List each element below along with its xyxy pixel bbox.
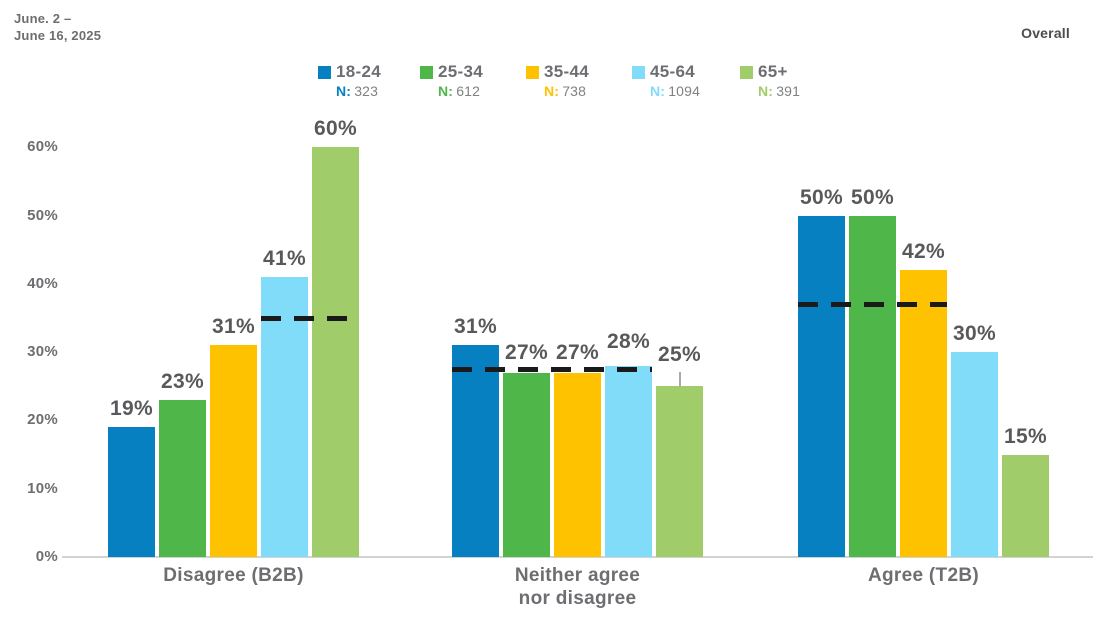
bar-35-44 (900, 270, 947, 557)
bar-25-34 (159, 399, 206, 557)
bar-35-44 (210, 345, 257, 557)
x-axis-category-label: Disagree (B2B) (94, 564, 374, 587)
legend-swatch-icon (318, 65, 331, 79)
legend-item: 18-24 N: 323 (318, 62, 381, 99)
x-axis-category-label-line: nor disagree (518, 588, 637, 609)
bar-25-34 (503, 372, 550, 557)
bar-value-label: 30% (953, 322, 996, 346)
bar-18-24 (108, 427, 155, 557)
bar-value-label: 27% (556, 340, 599, 364)
legend-item-row: 35-44 (526, 62, 589, 82)
y-axis-tick-label: 10% (27, 479, 58, 497)
bar-value-label: 28% (607, 329, 650, 353)
bar-value-label: 50% (800, 185, 843, 209)
legend-age-label: 65+ (758, 62, 788, 81)
bar-45-64 (605, 365, 652, 557)
legend-sample-size: N: 612 (438, 83, 483, 99)
legend-age-label: 25-34 (438, 62, 483, 81)
legend-swatch-icon (420, 65, 433, 79)
legend-n-prefix: N: (438, 83, 454, 99)
legend-n-prefix: N: (336, 83, 352, 99)
bar-18-24 (452, 345, 499, 557)
bar-45-64 (951, 352, 998, 557)
legend-item-row: 65+ (740, 62, 800, 82)
bar-65plus (656, 386, 703, 557)
bar-value-label: 23% (161, 369, 204, 393)
x-axis-category-label-line: Disagree (B2B) (163, 565, 304, 586)
legend-item-row: 45-64 (632, 62, 700, 82)
legend-sample-size: N: 738 (544, 83, 589, 99)
bar-35-44 (554, 372, 601, 557)
legend-swatch-icon (740, 65, 753, 79)
bar-65plus (312, 147, 359, 557)
legend-item: 45-64 N: 1094 (632, 62, 700, 99)
bar-value-label: 31% (454, 315, 497, 339)
legend-item-row: 18-24 (318, 62, 381, 82)
legend-n-value: 391 (776, 83, 801, 99)
legend-n-value: 323 (354, 83, 379, 99)
y-axis-tick-label: 40% (27, 274, 58, 292)
bar-value-label: 41% (263, 246, 306, 270)
y-axis-tick-label: 30% (27, 343, 58, 361)
date-range-line1: June. 2 – (14, 11, 72, 26)
x-axis-line (62, 556, 1093, 558)
y-axis-tick-label: 60% (27, 138, 58, 156)
legend-n-value: 1094 (668, 83, 701, 99)
bar-65plus (1002, 454, 1049, 557)
overall-dashed-line (452, 367, 652, 373)
bar-value-label: 27% (505, 340, 548, 364)
x-axis-category-label: Neither agree nor disagree (438, 564, 718, 610)
bar-45-64 (261, 276, 308, 557)
date-range-label: June. 2 – June 16, 2025 (14, 10, 101, 44)
legend-sample-size: N: 323 (336, 83, 381, 99)
bar-value-label: 50% (851, 185, 894, 209)
overall-dashed-line (261, 315, 359, 321)
legend-age-label: 45-64 (650, 62, 695, 81)
x-axis-category-label-line: Agree (T2B) (868, 565, 979, 586)
legend-sample-size: N: 391 (758, 83, 800, 99)
legend-item: 35-44 N: 738 (526, 62, 589, 99)
bar-value-label: 60% (314, 117, 357, 141)
legend-swatch-icon (526, 65, 539, 79)
legend-age-label: 35-44 (544, 62, 589, 81)
legend-item-row: 25-34 (420, 62, 483, 82)
overall-label: Overall (1021, 25, 1070, 41)
legend-n-value: 612 (456, 83, 481, 99)
bar-25-34 (849, 215, 896, 557)
bar-value-label: 15% (1004, 424, 1047, 448)
y-axis-tick-label: 0% (35, 548, 58, 565)
legend-n-prefix: N: (544, 83, 560, 99)
y-axis-tick-label: 20% (27, 411, 58, 429)
legend-sample-size: N: 1094 (650, 83, 700, 99)
bar-value-label: 25% (658, 343, 701, 367)
legend-n-value: 738 (562, 83, 587, 99)
legend-n-prefix: N: (758, 83, 774, 99)
bar-value-label: 19% (110, 397, 153, 421)
legend-item: 65+ N: 391 (740, 62, 800, 99)
legend-n-prefix: N: (650, 83, 666, 99)
legend-item: 25-34 N: 612 (420, 62, 483, 99)
y-axis-tick-label: 50% (27, 206, 58, 224)
x-axis-category-label: Agree (T2B) (784, 564, 1064, 587)
label-leader-line (678, 372, 681, 388)
overall-dashed-line (798, 302, 947, 308)
legend-age-label: 18-24 (336, 62, 381, 81)
bar-18-24 (798, 215, 845, 557)
legend-swatch-icon (632, 65, 645, 79)
date-range-line2: June 16, 2025 (14, 28, 102, 43)
x-axis-category-label-line: Neither agree (514, 565, 641, 586)
bar-value-label: 42% (902, 240, 945, 264)
bar-value-label: 31% (212, 315, 255, 339)
